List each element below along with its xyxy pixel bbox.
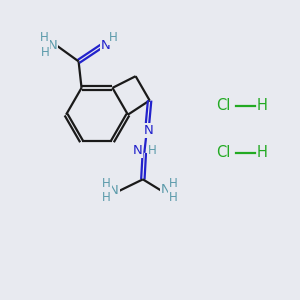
Text: H: H [169,190,177,203]
Text: H: H [102,191,111,204]
Text: Cl: Cl [216,146,231,160]
Text: N: N [47,39,57,52]
Text: N: N [160,183,170,196]
Text: H: H [169,177,177,190]
Text: H: H [257,98,268,113]
Text: N: N [143,124,153,137]
Text: H: H [108,31,117,44]
Text: N: N [101,39,111,52]
Text: H: H [102,177,111,190]
Text: H: H [40,31,49,44]
Text: H: H [41,46,50,59]
Text: Cl: Cl [216,98,231,113]
Text: N: N [109,184,119,197]
Text: H: H [257,146,268,160]
Text: N: N [132,144,142,157]
Text: H: H [148,144,157,157]
